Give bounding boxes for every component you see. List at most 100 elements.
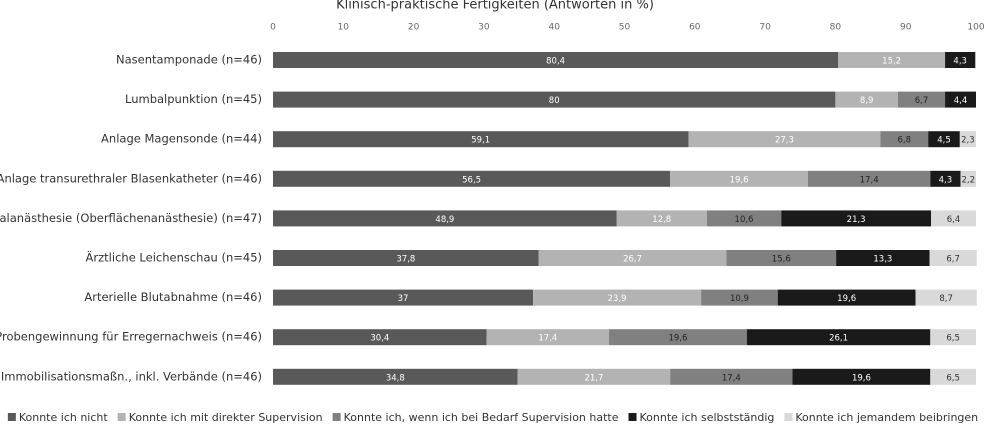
category-label: Anlage transurethraler Blasenkatheter (n… xyxy=(0,171,262,185)
bar-segment xyxy=(273,131,689,148)
bar-segment xyxy=(273,170,671,187)
category-label: Arterielle Blutabnahme (n=46) xyxy=(84,290,262,304)
legend-label: Konnte ich selbstständig xyxy=(640,411,775,424)
x-tick-label: 60 xyxy=(689,23,701,33)
bar-segment xyxy=(838,52,946,68)
category-label: Lumbalpunktion (n=45) xyxy=(125,92,262,106)
category-label: Anlage Magensonde (n=44) xyxy=(101,132,262,146)
legend-swatch xyxy=(332,413,341,421)
bar-segment xyxy=(486,329,610,346)
bar-segment xyxy=(928,131,960,148)
x-tick-label: 50 xyxy=(619,23,631,33)
bar-segment xyxy=(726,250,837,266)
value-label: 15,2 xyxy=(882,57,901,67)
value-label: 19,6 xyxy=(852,373,871,383)
legend-label: Konnte ich mit direkter Supervision xyxy=(129,411,323,424)
bar-segment xyxy=(930,329,976,346)
value-label: 6,5 xyxy=(946,334,960,344)
legend-swatch xyxy=(784,413,793,421)
x-tick-label: 90 xyxy=(900,23,912,33)
bar-segment xyxy=(781,210,932,227)
category-label: Probengewinnung für Erregernachweis (n=4… xyxy=(0,330,262,344)
value-label: 21,7 xyxy=(584,373,603,383)
bar-segment xyxy=(688,131,881,148)
bar-segment xyxy=(960,170,976,187)
value-label: 15,6 xyxy=(772,255,791,265)
value-label: 6,5 xyxy=(946,373,960,383)
legend-swatch xyxy=(628,413,637,421)
bar-segment xyxy=(835,91,898,108)
bar-segment xyxy=(538,250,727,266)
bar-segment xyxy=(930,368,976,385)
bar-segment xyxy=(273,91,836,108)
x-tick-label: 20 xyxy=(408,23,420,33)
x-tick-label: 10 xyxy=(338,23,350,33)
value-label: 48,9 xyxy=(435,215,454,225)
bar-segment xyxy=(670,170,808,187)
value-label: 4,5 xyxy=(937,136,951,146)
x-tick-label: 80 xyxy=(830,23,842,33)
bar-segment xyxy=(533,289,702,306)
legend-label: Konnte ich jemandem beibringen xyxy=(795,411,978,424)
bar-segment xyxy=(929,250,977,266)
value-label: 10,6 xyxy=(735,215,754,225)
value-label: 23,9 xyxy=(608,294,627,304)
value-label: 6,7 xyxy=(915,96,929,106)
bar-segment xyxy=(930,170,961,187)
bar-segment xyxy=(609,329,747,346)
legend-swatch xyxy=(7,413,16,421)
bar-segment xyxy=(897,91,946,108)
x-tick-label: 100 xyxy=(967,23,984,33)
value-label: 56,5 xyxy=(462,175,481,185)
bar-segment xyxy=(670,368,793,385)
bar-segment xyxy=(945,91,976,108)
value-label: 59,1 xyxy=(471,136,490,146)
x-tick-label: 30 xyxy=(478,23,490,33)
bar-segment xyxy=(959,131,976,148)
bar-segment xyxy=(880,131,929,148)
value-label: 17,4 xyxy=(860,175,879,185)
x-tick-label: 40 xyxy=(548,23,560,33)
value-label: 19,6 xyxy=(668,334,687,344)
bar-segment xyxy=(792,368,931,385)
bar-segment xyxy=(273,368,518,385)
bar-segment xyxy=(931,210,976,227)
bar-segment xyxy=(706,210,782,227)
value-label: 13,3 xyxy=(873,255,892,265)
value-label: 27,3 xyxy=(775,136,794,146)
value-label: 80 xyxy=(549,96,560,106)
bar-segment xyxy=(746,329,931,346)
value-label: 8,7 xyxy=(939,294,953,304)
legend-label: Konnte ich, wenn ich bei Bedarf Supervis… xyxy=(344,411,619,424)
bar-segment xyxy=(273,289,534,306)
legend-label: Konnte ich nicht xyxy=(19,411,109,424)
value-label: 4,4 xyxy=(954,96,968,106)
value-label: 2,2 xyxy=(962,175,976,185)
bar-segment xyxy=(517,368,671,385)
bar-segment xyxy=(616,210,707,227)
value-label: 26,7 xyxy=(623,255,642,265)
value-label: 26,1 xyxy=(829,334,848,344)
value-label: 12,8 xyxy=(652,215,671,225)
bar-segment xyxy=(836,250,930,266)
value-label: 4,3 xyxy=(953,57,967,67)
value-label: 4,3 xyxy=(939,175,953,185)
x-tick-label: 0 xyxy=(270,23,276,33)
category-label: Nasentamponade (n=46) xyxy=(116,53,262,67)
bar-segment xyxy=(273,329,487,346)
bar-segment xyxy=(273,210,617,227)
category-label: Ärztliche Leichenschau (n=45) xyxy=(86,250,262,265)
category-label: Lokalanästhesie (Oberflächenanästhesie) … xyxy=(0,211,262,225)
x-tick-label: 70 xyxy=(759,23,771,33)
value-label: 8,9 xyxy=(860,96,874,106)
value-label: 6,7 xyxy=(946,255,960,265)
value-label: 21,3 xyxy=(847,215,866,225)
value-label: 19,6 xyxy=(730,175,749,185)
value-label: 6,8 xyxy=(898,136,912,146)
value-label: 34,8 xyxy=(386,373,405,383)
bar-segment xyxy=(273,52,839,68)
value-label: 30,4 xyxy=(370,334,389,344)
chart-title: Klinisch-praktische Fertigkeiten (Antwor… xyxy=(336,0,654,13)
value-label: 17,4 xyxy=(538,334,557,344)
